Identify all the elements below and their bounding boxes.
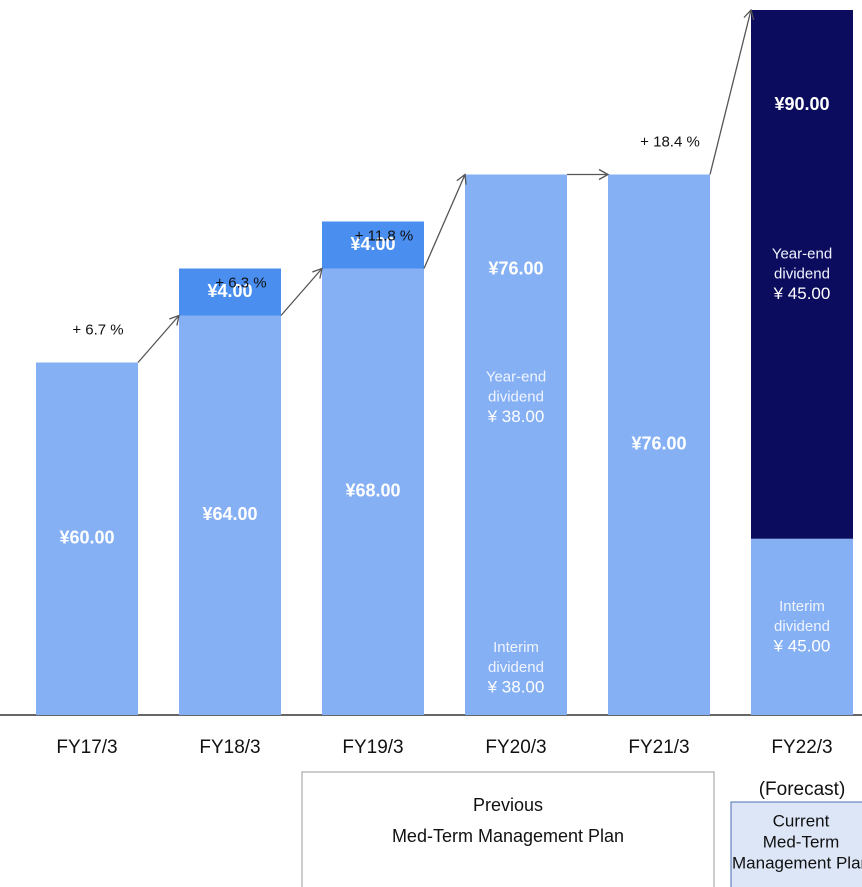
segment-note: dividend <box>488 659 544 676</box>
forecast-label: (Forecast) <box>759 779 846 800</box>
growth-arrow <box>280 267 323 316</box>
growth-arrow <box>137 314 180 363</box>
total-label: ¥90.00 <box>774 94 829 114</box>
bar-segment <box>751 538 853 715</box>
segment-note: dividend <box>488 389 544 406</box>
growth-arrow <box>423 173 467 269</box>
bar-segment <box>465 174 567 621</box>
segment-note: Year-end <box>486 369 546 386</box>
segment-note: Interim <box>779 598 825 615</box>
plan-label: Med-Term Management Plan <box>392 826 624 846</box>
value-label: ¥4.00 <box>207 281 252 301</box>
segment-note: dividend <box>774 265 830 282</box>
x-tick-label: FY17/3 <box>56 737 117 758</box>
x-tick-label: FY21/3 <box>628 737 689 758</box>
bar-segment <box>179 315 281 715</box>
x-tick-label: FY19/3 <box>342 737 403 758</box>
plan-box <box>730 801 862 887</box>
growth-arrow <box>709 8 755 175</box>
x-tick-label: FY18/3 <box>199 737 260 758</box>
segment-note: Interim <box>493 639 539 656</box>
value-label: ¥ 38.00 <box>487 677 545 696</box>
bar-segment <box>322 221 424 269</box>
growth-label: + 11.8 % <box>355 227 414 244</box>
total-label: ¥76.00 <box>488 258 543 278</box>
value-label: ¥76.00 <box>631 434 686 454</box>
x-tick-label: FY22/3 <box>771 737 832 758</box>
plan-label: Current <box>773 811 830 830</box>
x-tick-label: FY20/3 <box>485 737 546 758</box>
segment-note: dividend <box>774 618 830 635</box>
value-label: ¥60.00 <box>59 528 114 548</box>
value-label: ¥ 38.00 <box>487 407 545 426</box>
bar-segment <box>608 174 710 715</box>
value-label: ¥4.00 <box>350 234 395 254</box>
value-label: ¥ 45.00 <box>773 284 831 303</box>
bar-segment <box>465 621 567 715</box>
plan-label: Previous <box>473 795 543 815</box>
plan-label: Med-Term <box>763 832 840 851</box>
plan-box <box>301 771 715 887</box>
bar-segment <box>751 10 853 539</box>
segment-note: Year-end <box>772 245 832 262</box>
plan-label: Management Plan <box>732 853 862 872</box>
growth-label: + 6.3 % <box>215 274 266 291</box>
growth-label: + 6.7 % <box>72 321 123 338</box>
value-label: ¥68.00 <box>345 481 400 501</box>
value-label: ¥ 45.00 <box>773 636 831 655</box>
value-label: ¥64.00 <box>202 504 257 524</box>
bar-segment <box>36 362 138 715</box>
bar-segment <box>179 268 281 316</box>
growth-label: + 18.4 % <box>640 133 700 150</box>
bar-segment <box>322 268 424 715</box>
